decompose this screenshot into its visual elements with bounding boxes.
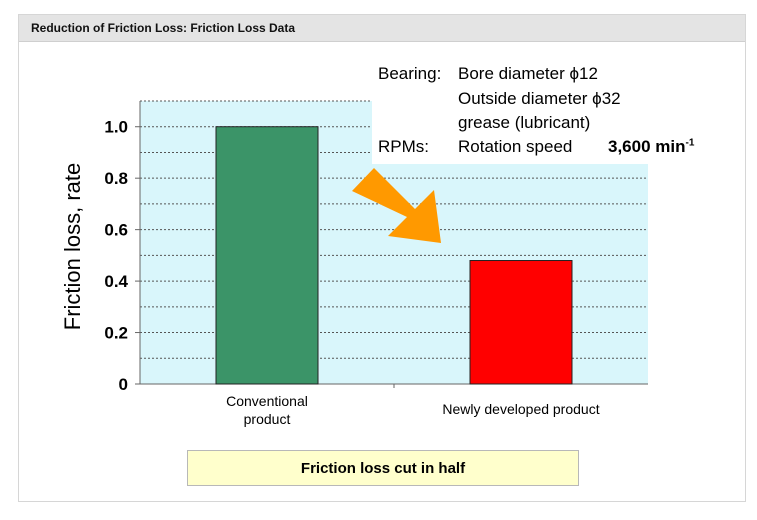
spec-rpm-text: Rotation speed [458,137,573,156]
x-category-label: product [244,411,291,427]
spec-outside-diameter: Outside diameter ϕ32 [458,89,621,108]
y-tick-label: 0.2 [104,324,128,343]
spec-rpm-value-group: 3,600 min-1 [608,137,694,157]
spec-bearing-label: Bearing: [378,64,442,83]
spec-grease: grease (lubricant) [458,113,591,132]
x-category-label: Conventional [226,393,308,409]
spec-rpm-label: RPMs: [378,137,429,156]
y-tick-label: 0.4 [104,272,128,291]
spec-bore-diameter: Bore diameter ϕ12 [458,64,598,83]
spec-line-bore: Bearing: Bore diameter ϕ12 [378,64,598,84]
bar-newly-developed-product [469,260,573,385]
bar-conventional-product [215,126,319,385]
figure-title: Reduction of Friction Loss: Friction Los… [31,21,296,35]
bearing-spec-box: Bearing: Bore diameter ϕ12 Outside diame… [372,58,712,164]
header-bar: Reduction of Friction Loss: Friction Los… [19,15,745,42]
spec-rpm-exponent: -1 [685,137,695,149]
y-tick-label: 1.0 [104,118,128,137]
y-tick-label: 0.8 [104,169,128,188]
down-right-arrow-icon [352,168,441,243]
x-category-label: Newly developed product [442,401,599,417]
spec-line-rpm: RPMs: Rotation speed 3,600 min-1 [378,137,694,157]
y-tick-label: 0 [119,375,128,394]
y-axis-label: Friction loss, rate [60,163,85,331]
spec-rpm-value: 3,600 min [608,137,686,156]
summary-callout: Friction loss cut in half [187,450,579,486]
y-tick-label: 0.6 [104,221,128,240]
